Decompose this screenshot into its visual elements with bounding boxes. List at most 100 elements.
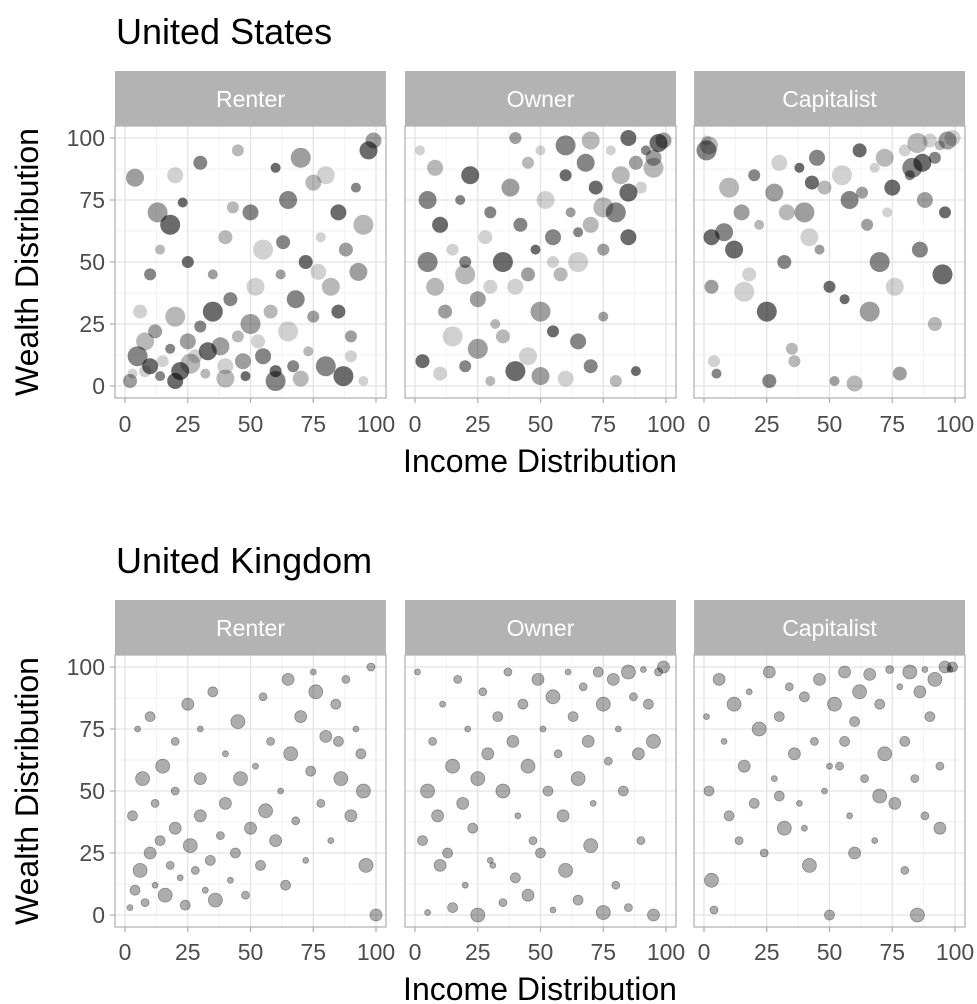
y-tick-label: 100 xyxy=(67,125,105,151)
scatter-point xyxy=(788,355,801,368)
scatter-point xyxy=(177,197,188,208)
scatter-point xyxy=(589,800,597,807)
scatter-point xyxy=(133,304,148,319)
scatter-point xyxy=(723,810,735,822)
scatter-point xyxy=(884,179,901,196)
scatter-point xyxy=(770,775,778,782)
scatter-point xyxy=(431,809,445,823)
scatter-point xyxy=(794,162,805,173)
scatter-point xyxy=(193,809,207,823)
scatter-point xyxy=(872,788,888,804)
scatter-point xyxy=(139,365,152,378)
scatter-point xyxy=(521,267,535,282)
scatter-point xyxy=(583,838,599,853)
scatter-point xyxy=(514,812,522,820)
scatter-point xyxy=(369,908,383,922)
scatter-point xyxy=(294,710,308,723)
scatter-point xyxy=(784,682,794,692)
scatter-point xyxy=(417,252,438,272)
scatter-point xyxy=(748,169,761,182)
scatter-point xyxy=(737,759,751,773)
scatter-point xyxy=(794,202,815,223)
scatter-point xyxy=(269,834,283,847)
scatter-point xyxy=(823,280,836,293)
scatter-point xyxy=(611,166,630,185)
scatter-point xyxy=(545,229,561,246)
scatter-point xyxy=(899,736,911,747)
scatter-point xyxy=(704,872,719,888)
scatter-point xyxy=(338,242,353,257)
scatter-point xyxy=(290,147,311,168)
scatter-point xyxy=(804,175,819,190)
scatter-point xyxy=(846,375,863,392)
scatter-point xyxy=(734,836,744,845)
chart-block-1: United Kingdom Renter 0 25 50 75 100 0 25 50 75 100… xyxy=(9,540,974,1004)
scatter-point xyxy=(269,365,282,378)
y-tick-label: 25 xyxy=(79,311,105,337)
scatter-point xyxy=(167,167,184,184)
scatter-point xyxy=(276,235,291,250)
scatter-point xyxy=(495,329,510,344)
scatter-point xyxy=(756,301,777,322)
scatter-point xyxy=(531,673,545,686)
scatter-point xyxy=(528,836,538,845)
x-tick-label: 0 xyxy=(119,411,132,437)
scatter-point xyxy=(278,321,299,342)
scatter-point xyxy=(522,156,534,169)
scatter-point xyxy=(424,909,432,916)
scatter-point xyxy=(913,153,932,172)
scatter-point xyxy=(545,689,561,705)
scatter-point xyxy=(216,369,235,388)
scatter-point xyxy=(565,207,576,218)
scatter-point xyxy=(869,162,880,173)
scatter-point xyxy=(521,888,535,902)
scatter-point xyxy=(291,816,301,826)
scatter-point xyxy=(201,886,209,894)
scatter-point xyxy=(703,229,720,246)
scatter-point xyxy=(218,797,232,810)
scatter-point xyxy=(624,903,633,912)
scatter-point xyxy=(188,349,203,364)
scatter-point xyxy=(709,905,719,915)
scatter-point xyxy=(292,370,309,387)
scatter-point xyxy=(700,136,718,155)
x-tick-label: 0 xyxy=(409,939,422,965)
scatter-point xyxy=(418,191,437,209)
scatter-point xyxy=(129,884,141,896)
scatter-point xyxy=(839,736,850,747)
scatter-point xyxy=(520,758,536,774)
chart-title: United States xyxy=(116,11,332,52)
scatter-point xyxy=(231,330,244,343)
scatter-point xyxy=(127,810,138,822)
scatter-point xyxy=(773,711,785,722)
scatter-point xyxy=(838,665,851,679)
scatter-point xyxy=(350,182,361,193)
scatter-point xyxy=(517,698,529,710)
scatter-point xyxy=(882,207,893,218)
scatter-point xyxy=(559,169,572,182)
scatter-point xyxy=(316,799,326,808)
scatter-point xyxy=(170,737,180,746)
scatter-point xyxy=(632,747,645,761)
scatter-point xyxy=(509,132,522,144)
points-group xyxy=(414,660,670,923)
scatter-point xyxy=(319,730,333,743)
scatter-point xyxy=(154,835,166,846)
scatter-point xyxy=(165,343,176,354)
scatter-point xyxy=(481,747,495,761)
scatter-point xyxy=(453,675,463,684)
scatter-point xyxy=(892,366,907,381)
scatter-point xyxy=(558,863,573,878)
scatter-point xyxy=(542,785,554,797)
scatter-point xyxy=(155,371,166,382)
scatter-point xyxy=(621,664,636,680)
scatter-point xyxy=(860,774,869,783)
scatter-point xyxy=(333,366,354,387)
scatter-point xyxy=(420,783,436,799)
scatter-point xyxy=(606,673,620,686)
scatter-point xyxy=(251,334,265,349)
scatter-point xyxy=(614,725,622,733)
scatter-point xyxy=(305,174,322,191)
scatter-point xyxy=(609,375,622,387)
scatter-point xyxy=(829,376,840,386)
